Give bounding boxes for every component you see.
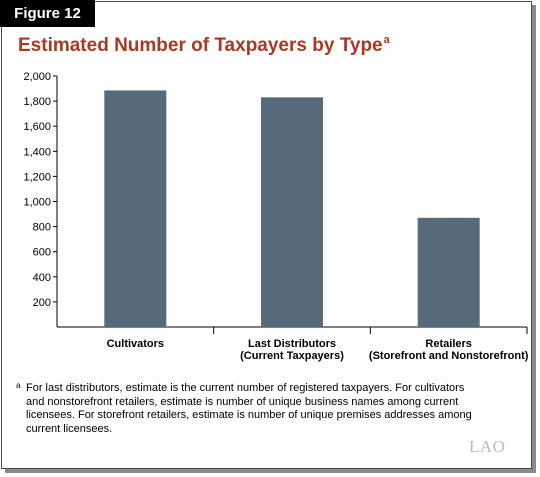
y-tick-label: 1,200 <box>23 171 51 183</box>
figure-label: Figure 12 <box>0 0 95 27</box>
chart-title-text: Estimated Number of Taxpayers by Type <box>18 35 383 56</box>
category-label: Retailers <box>425 338 471 350</box>
footnote-line: current licensees. <box>26 422 113 435</box>
y-tick-label: 400 <box>33 272 51 284</box>
title-superscript: a <box>383 34 390 46</box>
category-label: Cultivators <box>107 338 164 350</box>
category-label: (Storefront and Nonstorefront) <box>369 350 529 362</box>
y-tick-label: 2,000 <box>23 71 51 83</box>
bar <box>417 217 480 327</box>
footnote-line: and nonstorefront retailers, estimate is… <box>26 395 459 408</box>
y-tick-label: 800 <box>33 222 51 234</box>
lao-logo: LAO <box>469 437 506 456</box>
y-tick-label: 1,600 <box>23 121 51 133</box>
y-tick-label: 1,000 <box>23 197 51 209</box>
y-tick-label: 1,800 <box>23 96 51 108</box>
bar <box>104 90 167 328</box>
footnote: a For last distributors, estimate is the… <box>16 381 513 436</box>
bar <box>261 97 323 328</box>
category-label: (Current Taxpayers) <box>240 350 344 362</box>
bar-chart: 200 400 600 800 1,000 1,200 1,400 1,600 1,800 2,0… <box>23 71 529 362</box>
footnote-line: licensees. For storefront retailers, est… <box>26 409 472 421</box>
y-tick-label: 200 <box>33 297 51 309</box>
footnote-marker: a <box>16 381 21 390</box>
category-label: Last Distributors <box>248 338 336 350</box>
y-tick-label: 1,400 <box>23 146 51 158</box>
chart-title: Estimated Number of Taxpayers by Typea <box>18 34 390 57</box>
footnote-line: For last distributors, estimate is the c… <box>26 382 465 394</box>
y-tick-label: 600 <box>33 247 51 259</box>
